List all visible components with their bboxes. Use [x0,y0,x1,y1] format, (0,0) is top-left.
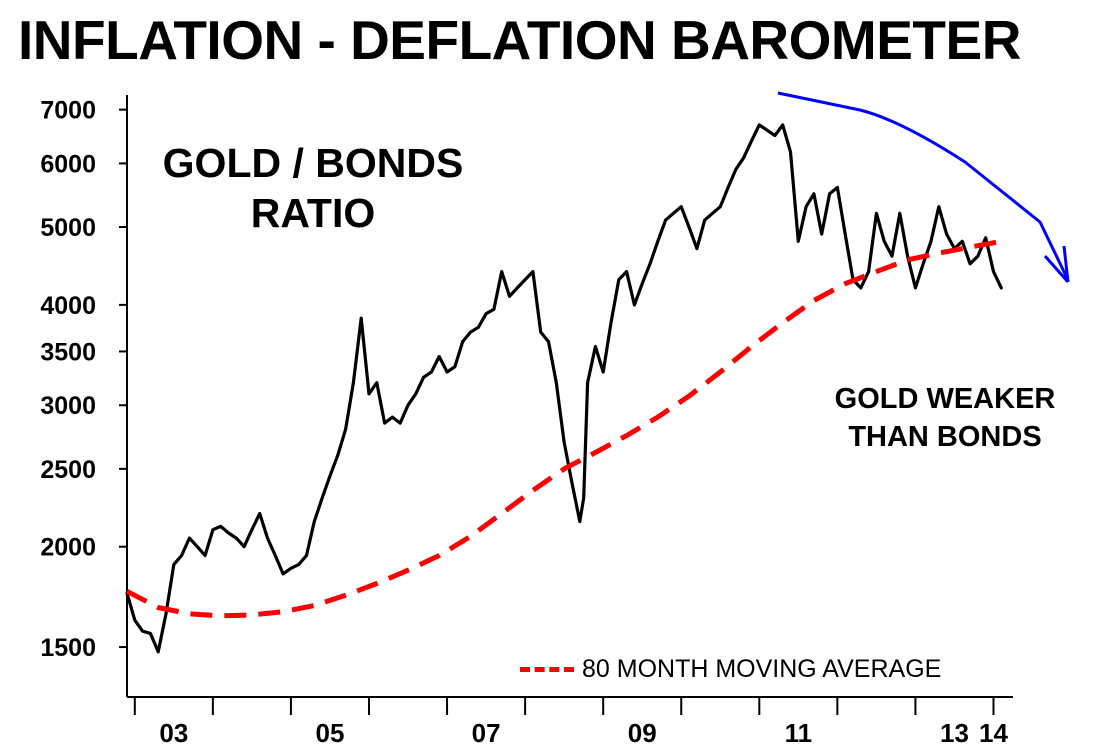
x-tick-label: 03 [159,718,188,748]
y-tick-label: 2500 [40,456,96,484]
ratio-annotation: GOLD / BONDS RATIO [138,138,488,238]
x-tick-label: 14 [979,718,1008,748]
x-tick-label: 13 [940,718,969,748]
y-tick-label: 4000 [40,292,96,320]
x-tick-label: 05 [315,718,344,748]
trend-arrow [777,91,1070,283]
y-tick-label: 7000 [40,97,96,125]
ratio-annotation-line-2: RATIO [250,190,376,236]
tick-marks [119,108,995,715]
ratio-annotation-line-1: GOLD / BONDS [162,140,464,186]
weakness-annotation: GOLD WEAKER THAN BONDS [800,380,1090,456]
y-tick-label: 3000 [40,392,96,420]
y-tick-label: 5000 [40,214,96,242]
x-tick-label: 11 [785,718,813,748]
x-tick-label: 09 [628,718,657,748]
moving-average-line [125,238,1002,619]
y-tick-label: 3500 [40,338,96,366]
weakness-annotation-line-2: THAN BONDS [848,421,1042,453]
legend-label: 80 MONTH MOVING AVERAGE [582,654,942,683]
trend-arrow-shaft [777,91,1070,281]
chart-title: INFLATION - DEFLATION BAROMETER [18,9,1021,71]
weakness-annotation-line-1: GOLD WEAKER [834,383,1056,415]
series-layer [125,123,1003,654]
tick-labels: 1500 2000 2500 3000 3500 4000 5000 6000 7000 03 05… [40,97,1008,748]
legend: 80 MONTH MOVING AVERAGE [520,654,941,684]
legend-dash-swatch [520,666,574,672]
trend-arrow-head-left [1043,255,1070,283]
trend-arrow-head-right [1062,245,1070,283]
y-tick-label: 1500 [40,634,96,662]
y-tick-label: 6000 [40,150,96,178]
x-tick-label: 07 [472,718,501,748]
y-tick-label: 2000 [40,534,96,562]
